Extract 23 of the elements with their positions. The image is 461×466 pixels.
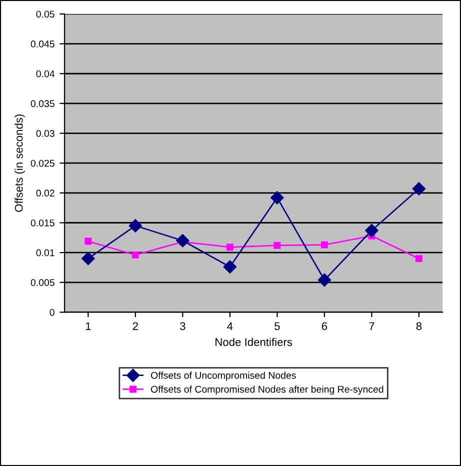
y-tick-label: 0.02 — [36, 190, 54, 197]
y-tick-label: 0.03 — [36, 130, 54, 137]
y-tick-label: 0 — [50, 308, 54, 316]
y-tick-label: 0.005 — [30, 279, 54, 286]
legend-label: Offsets of Uncompromised Nodes — [150, 372, 296, 381]
y-tick-label: 0.035 — [30, 100, 54, 108]
x-tick-label: 3 — [180, 322, 186, 330]
x-tick-label: 8 — [416, 322, 422, 330]
x-tick-label: 4 — [227, 322, 233, 330]
y-tick-label: 0.025 — [30, 160, 54, 167]
y-tick-label: 0.05 — [36, 10, 54, 18]
x-tick-label: 5 — [274, 322, 280, 330]
x-tick-label: 1 — [86, 322, 91, 330]
y-tick-label: 0.045 — [30, 40, 54, 48]
y-tick-label: 0.01 — [36, 249, 54, 256]
x-axis-title: Node Identifiers — [216, 338, 292, 346]
x-tick-label: 2 — [132, 322, 138, 330]
x-tick-label: 7 — [369, 322, 374, 330]
y-tick-label: 0.015 — [30, 219, 54, 226]
legend-label: Offsets of Compromised Nodes after being Re-synced — [150, 386, 384, 395]
y-axis-title: Offsets (in seconds) — [14, 114, 25, 212]
y-tick-label: 0.04 — [36, 70, 55, 78]
x-tick-label: 6 — [322, 322, 328, 330]
